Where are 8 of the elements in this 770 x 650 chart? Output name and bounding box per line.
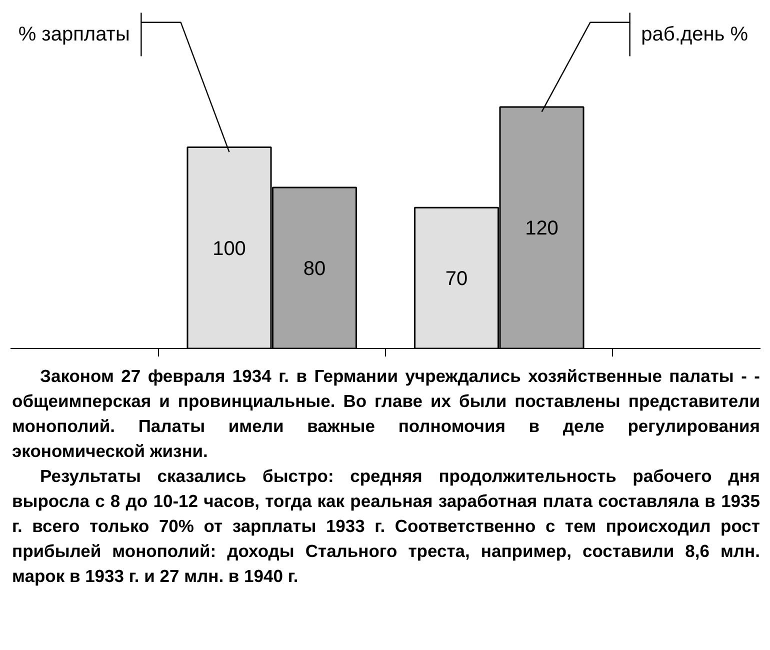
data-label: 120 (525, 218, 558, 240)
data-label: 70 (445, 268, 468, 290)
text: Законом 27 февраля 1934 г. в Германии учреждались хозяйственные палаты - - общеимперская и провинциальные. Во главе их были поставлены представители монополий. Палаты имели важные полномочия в деле регулирования экономической жизни. (12, 365, 760, 463)
legend-label: раб.день % (641, 23, 748, 46)
text: Результаты сказались быстро: средняя продолжительность рабочего дня выросла с 8 до 10-12 часов, тогда как реальная заработная плата составляла в 1935 г. всего только 70% от зарплаты 1933 г. Соответственно с тем происходил рост прибылей монополий: доходы Стального треста, например, составили 8,6 млн. марок в 1933 г. и 27 млн. в 1940 г. (12, 465, 760, 588)
data-label: 80 (303, 258, 326, 280)
data-label: 100 (212, 238, 246, 260)
text: % зарплаты (18, 23, 130, 46)
